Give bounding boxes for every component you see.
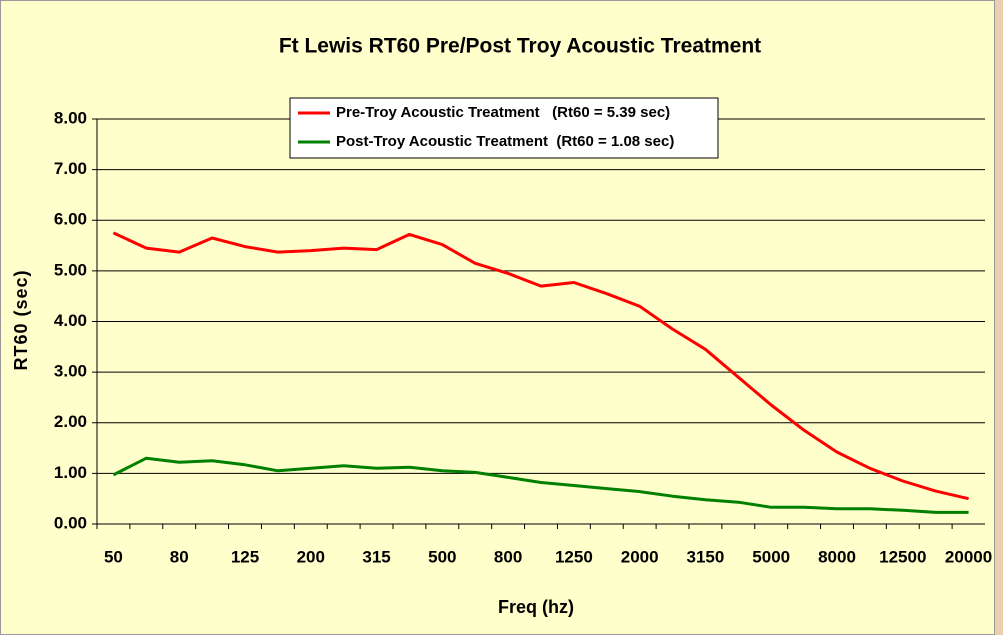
x-tick-label: 50 [104, 547, 123, 566]
x-tick-label: 8000 [818, 547, 856, 566]
series-line [112, 231, 969, 501]
y-axis-title: RT60 (sec) [11, 269, 31, 370]
x-tick-label: 800 [494, 547, 522, 566]
y-tick-label: 5.00 [54, 260, 87, 279]
y-tick-label: 6.00 [54, 210, 87, 229]
y-tick-label: 2.00 [54, 412, 87, 431]
side-strip [995, 0, 1003, 635]
legend-label: Post-Troy Acoustic Treatment (Rt60 = 1.0… [336, 133, 674, 150]
x-tick-label: 12500 [879, 547, 926, 566]
y-tick-label: 4.00 [54, 311, 87, 330]
x-tick-label: 80 [170, 547, 189, 566]
legend-label: Pre-Troy Acoustic Treatment (Rt60 = 5.39… [336, 104, 670, 121]
chart-title: Ft Lewis RT60 Pre/Post Troy Acoustic Tre… [279, 35, 761, 58]
series-line [112, 456, 969, 514]
legend-box [289, 97, 719, 159]
x-axis-title: Freq (hz) [498, 597, 574, 617]
y-tick-label: 0.00 [54, 513, 87, 532]
x-tick-label: 200 [297, 547, 325, 566]
x-tick-label: 3150 [687, 547, 725, 566]
x-tick-label: 315 [362, 547, 390, 566]
x-tick-label: 1250 [555, 547, 593, 566]
x-tick-label: 125 [231, 547, 259, 566]
y-tick-label: 8.00 [54, 108, 87, 127]
y-tick-label: 7.00 [54, 159, 87, 178]
x-tick-label: 2000 [621, 547, 659, 566]
x-tick-label: 500 [428, 547, 456, 566]
x-tick-label: 20000 [945, 547, 992, 566]
x-tick-label: 5000 [752, 547, 790, 566]
y-tick-label: 1.00 [54, 463, 87, 482]
y-tick-label: 3.00 [54, 362, 87, 381]
